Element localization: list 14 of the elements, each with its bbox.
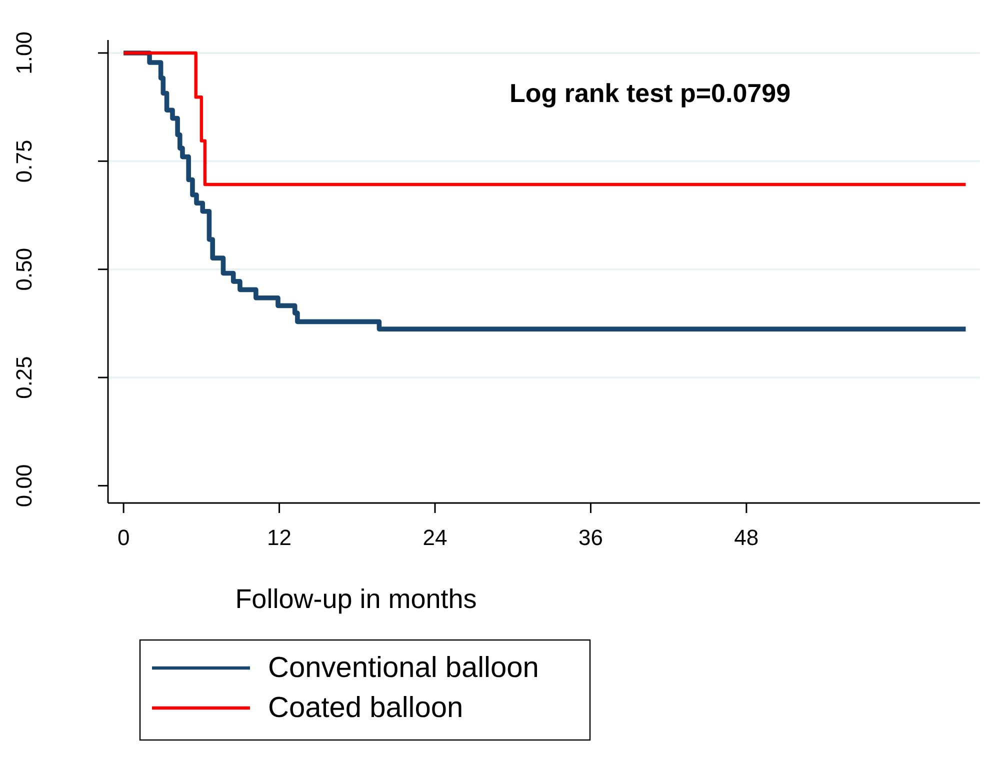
y-tick-label: 0.75 (12, 140, 36, 183)
x-axis-title: Follow-up in months (235, 584, 477, 614)
legend-label: Coated balloon (268, 692, 464, 724)
x-tick-label: 0 (117, 525, 130, 550)
annotation: Log rank test p=0.0799 (509, 78, 791, 108)
y-tick-label: 0.50 (12, 248, 36, 291)
y-tick-label: 1.00 (12, 32, 36, 74)
y-tick-label: 0.25 (12, 356, 36, 399)
x-tick-label: 36 (578, 525, 603, 550)
x-tick-label: 24 (422, 525, 448, 550)
y-tick-label: 0.00 (12, 464, 36, 508)
x-tick-label: 12 (267, 525, 292, 550)
legend-label: Conventional balloon (268, 652, 539, 684)
x-tick-label: 48 (734, 525, 759, 550)
